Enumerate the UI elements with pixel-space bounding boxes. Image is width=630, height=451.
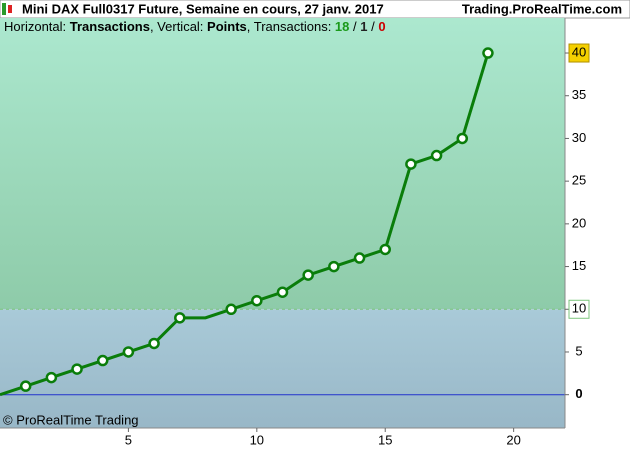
y-tick-label: 10 xyxy=(572,301,586,316)
subtitle-part: 0 xyxy=(378,19,386,34)
threshold-box xyxy=(568,299,590,319)
trade-marker xyxy=(456,132,469,145)
profit-zone xyxy=(0,18,565,310)
trade-marker xyxy=(482,47,494,59)
source: Trading.ProRealTime.com xyxy=(462,1,622,16)
trade-marker xyxy=(430,149,443,162)
trade-marker xyxy=(148,337,160,350)
y-tick-label: 25 xyxy=(572,173,586,188)
trade-marker xyxy=(45,371,58,384)
trade-marker xyxy=(96,354,109,367)
trade-marker xyxy=(19,380,32,392)
trade-marker xyxy=(353,252,366,264)
loss-zone xyxy=(0,309,565,428)
trade-marker xyxy=(328,260,340,273)
trade-marker xyxy=(379,243,391,256)
chart-title: Mini DAX Full0317 Future, Semaine en cou… xyxy=(22,1,384,16)
trade-marker xyxy=(302,269,314,281)
trade-marker xyxy=(225,303,237,316)
subtitle: Horizontal: Transactions, Vertical: Poin… xyxy=(4,19,386,34)
x-tick-label: 10 xyxy=(250,432,264,447)
y-tick-label: 0 xyxy=(575,386,582,401)
trade-marker xyxy=(251,294,263,307)
subtitle-part: , Transactions: xyxy=(246,19,335,34)
trade-marker xyxy=(174,312,186,324)
trade-marker xyxy=(122,346,135,358)
x-tick-label: 20 xyxy=(506,432,520,447)
icon xyxy=(2,3,6,15)
subtitle-part: Horizontal: xyxy=(4,19,70,34)
subtitle-part: 1 xyxy=(360,19,368,34)
y-tick-label: 20 xyxy=(572,215,586,230)
last-value-box xyxy=(568,43,590,63)
icon xyxy=(8,5,12,13)
trade-marker xyxy=(276,286,289,298)
y-tick-label: 5 xyxy=(575,343,582,358)
trade-marker xyxy=(71,363,83,375)
y-tick-label: 40 xyxy=(572,44,586,59)
x-tick-label: 5 xyxy=(125,432,132,447)
subtitle-part: Transactions xyxy=(69,19,150,34)
y-tick-label: 35 xyxy=(572,87,586,102)
trade-marker xyxy=(405,158,417,170)
subtitle-part: Points xyxy=(207,19,247,34)
subtitle-part: / xyxy=(349,19,361,34)
subtitle-part: , Vertical: xyxy=(149,19,208,34)
copyright: © ProRealTime Trading xyxy=(3,412,139,427)
x-tick-label: 15 xyxy=(378,432,392,447)
subtitle-part: 18 xyxy=(334,19,350,34)
y-tick-label: 15 xyxy=(572,258,586,273)
subtitle-part: / xyxy=(367,19,379,34)
y-tick-label: 30 xyxy=(572,130,586,145)
